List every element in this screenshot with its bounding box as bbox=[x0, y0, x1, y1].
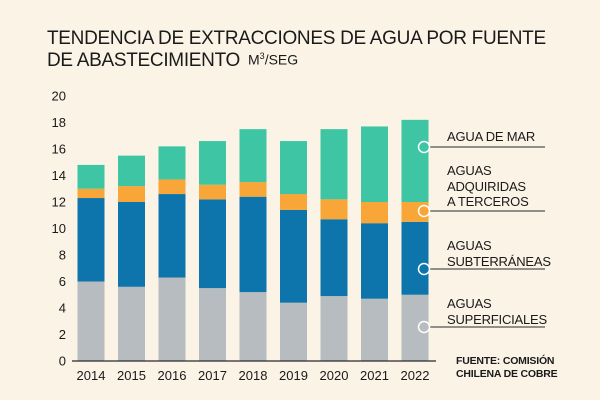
bar-segment-terceros bbox=[361, 202, 388, 224]
x-tick-label: 2022 bbox=[401, 368, 430, 383]
x-tick-label: 2017 bbox=[198, 368, 227, 383]
bar-segment-mar bbox=[320, 129, 348, 200]
bar-segment-subterraneas bbox=[158, 194, 186, 278]
legend-line: SUBTERRÁNEAS bbox=[447, 253, 551, 269]
bar-segment-superficiales bbox=[320, 296, 348, 361]
bar-segment-terceros bbox=[239, 182, 267, 197]
x-tick-label: 2021 bbox=[360, 368, 389, 383]
x-tick-label: 2014 bbox=[77, 368, 106, 383]
chart-title-line-1: TENDENCIA DE EXTRACCIONES DE AGUA POR FU… bbox=[47, 28, 546, 49]
bar-segment-superficiales bbox=[361, 298, 388, 361]
x-tick-label: 2016 bbox=[158, 368, 187, 383]
bar-segment-terceros bbox=[199, 184, 226, 200]
bar-segment-subterraneas bbox=[239, 196, 267, 293]
bar-segment-terceros bbox=[158, 179, 186, 195]
bar-segment-mar bbox=[401, 119, 429, 202]
bar-segment-superficiales bbox=[158, 277, 186, 361]
unit-superscript: 3 bbox=[259, 51, 265, 61]
source-note: FUENTE: COMISIÓN CHILENA DE COBRE bbox=[456, 355, 558, 381]
unit-label: M3/SEG bbox=[248, 51, 298, 68]
legend-line: AGUAS bbox=[447, 163, 492, 178]
legend-marker-terceros bbox=[417, 204, 431, 218]
unit-suffix: /SEG bbox=[264, 51, 299, 68]
bar-segment-subterraneas bbox=[401, 221, 429, 295]
y-tick-label: 20 bbox=[52, 89, 66, 104]
bar-segment-subterraneas bbox=[320, 219, 348, 297]
y-tick-label: 16 bbox=[52, 142, 66, 157]
bar-segment-terceros bbox=[320, 199, 348, 220]
y-tick-label: 8 bbox=[59, 248, 66, 263]
unit-base: M bbox=[248, 51, 260, 68]
bar-segment-mar bbox=[158, 146, 186, 180]
bar-segment-mar bbox=[77, 164, 105, 189]
y-tick-label: 6 bbox=[59, 274, 66, 289]
y-tick-label: 0 bbox=[59, 354, 66, 369]
bar-segment-superficiales bbox=[77, 281, 105, 361]
legend-line: AGUA DE MAR bbox=[447, 129, 536, 144]
bar-segment-mar bbox=[118, 155, 145, 187]
x-tick-label: 2018 bbox=[239, 368, 268, 383]
bar-segment-subterraneas bbox=[77, 198, 105, 282]
y-tick-label: 4 bbox=[59, 301, 66, 316]
source-line-2: CHILENA DE COBRE bbox=[456, 368, 558, 380]
legend-label-mar: AGUA DE MAR bbox=[447, 129, 535, 145]
bar-segment-mar bbox=[361, 126, 388, 202]
bar-segment-superficiales bbox=[118, 286, 145, 361]
legend-marker-subterraneas bbox=[417, 262, 431, 276]
x-tick-label: 2019 bbox=[279, 368, 308, 383]
x-tick-label: 2020 bbox=[320, 368, 349, 383]
legend-line: ADQUIRIDAS bbox=[447, 178, 526, 194]
legend-line: AGUAS bbox=[447, 296, 492, 311]
y-tick-label: 14 bbox=[52, 168, 66, 183]
y-tick-label: 2 bbox=[59, 327, 66, 342]
y-tick-label: 12 bbox=[52, 195, 66, 210]
legend-line: A TERCEROS bbox=[447, 194, 529, 209]
bar-segment-subterraneas bbox=[361, 223, 388, 299]
legend-label-terceros: AGUAS ADQUIRIDAS A TERCEROS bbox=[447, 163, 529, 210]
x-tick-label: 2015 bbox=[117, 368, 146, 383]
legend-line: AGUAS bbox=[447, 238, 492, 253]
legend-line: SUPERFICIALES bbox=[447, 311, 547, 327]
y-tick-label: 18 bbox=[52, 115, 66, 130]
legend-label-subterraneas: AGUAS SUBTERRÁNEAS bbox=[447, 238, 551, 269]
bar-segment-mar bbox=[239, 129, 267, 183]
bar-segment-superficiales bbox=[199, 288, 226, 361]
legend-marker-superficiales bbox=[417, 320, 431, 334]
bar-segment-subterraneas bbox=[118, 202, 145, 287]
source-line-1: FUENTE: COMISIÓN bbox=[456, 355, 555, 367]
bar-segment-terceros bbox=[118, 186, 145, 202]
bar-segment-superficiales bbox=[280, 302, 307, 361]
chart-title-line-2: DE ABASTECIMIENTO bbox=[47, 50, 241, 71]
bar-segment-mar bbox=[280, 141, 307, 195]
legend-label-superficiales: AGUAS SUPERFICIALES bbox=[447, 296, 547, 327]
bar-segment-mar bbox=[199, 141, 226, 185]
bar-segment-terceros bbox=[280, 194, 307, 210]
legend-marker-mar bbox=[417, 140, 431, 154]
bar-segment-superficiales bbox=[239, 292, 267, 361]
y-tick-label: 10 bbox=[52, 221, 66, 236]
bar-segment-subterraneas bbox=[280, 209, 307, 303]
bar-segment-subterraneas bbox=[199, 199, 226, 289]
bar-segment-terceros bbox=[77, 188, 105, 199]
